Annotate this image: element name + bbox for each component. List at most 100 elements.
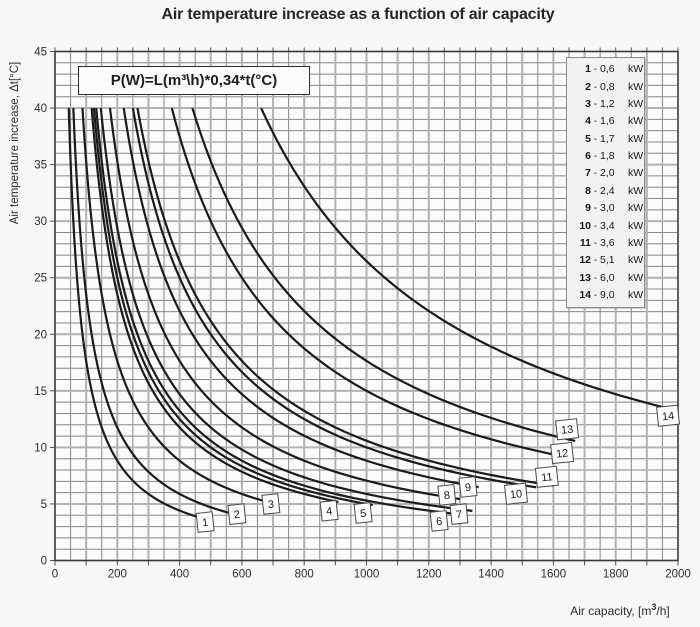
svg-text:20: 20	[34, 329, 47, 341]
curve-line-9	[122, 107, 479, 489]
legend-row-14: 14-9,0 kW	[573, 288, 643, 301]
legend-row-2: 2-0,8 kW	[573, 80, 643, 93]
legend-power-value: 3,4	[600, 219, 615, 232]
legend-dash: -	[593, 236, 598, 249]
legend-power-value: 3,6	[600, 236, 615, 249]
legend-power-unit: kW	[628, 132, 644, 145]
curve-label-box-10: 10	[504, 482, 529, 505]
legend-curve-number: 11	[579, 236, 591, 249]
legend-row-3: 3-1,2 kW	[573, 98, 643, 111]
curve-line-12	[170, 107, 571, 460]
svg-text:13: 13	[560, 424, 573, 437]
legend-power-value: 2,0	[600, 167, 615, 180]
legend-dash: -	[593, 288, 598, 301]
chart-title: Air temperature increase as a function o…	[161, 6, 555, 23]
curve-label-box-11: 11	[534, 465, 559, 488]
legend-curve-number: 4	[585, 115, 591, 128]
legend-dash: -	[593, 167, 598, 180]
curve-line-8	[108, 107, 461, 501]
legend-dash: -	[593, 115, 598, 128]
curve-label-box-5: 5	[353, 502, 373, 524]
svg-text:2000: 2000	[665, 569, 691, 581]
legend-power-unit: kW	[628, 271, 644, 284]
legend-power-value: 9,0	[600, 288, 615, 301]
x-tick-labels: 0 200 400 600 800 1000 1200 1400 1600 1800 2000	[52, 569, 691, 581]
legend-row-8: 8-2,4 kW	[573, 184, 643, 197]
x-axis-title-post: /h]	[656, 604, 670, 618]
y-axis-title: Air temperature increase, Δt[°C]	[9, 61, 21, 225]
legend-dash: -	[593, 150, 598, 163]
curve-label-box-1: 1	[195, 511, 215, 533]
legend-power-value: 1,8	[600, 150, 615, 163]
curve-label-box-14: 14	[656, 404, 681, 427]
svg-text:8: 8	[443, 490, 450, 503]
curve-label-box-2: 2	[227, 503, 247, 525]
svg-text:800: 800	[295, 569, 314, 581]
legend-dash: -	[593, 202, 598, 215]
legend-power-unit: kW	[628, 98, 644, 111]
legend-row-7: 7-2,0 kW	[573, 167, 643, 180]
curve-line-3	[81, 107, 278, 506]
curve-line-10	[131, 107, 537, 489]
curve-line-11	[136, 107, 554, 487]
svg-text:35: 35	[34, 160, 47, 172]
legend-dash: -	[593, 132, 598, 145]
legend-power-unit: kW	[628, 219, 644, 232]
legend-power-value: 6,0	[600, 271, 615, 284]
curve-label-box-6: 6	[429, 510, 449, 532]
legend-power-unit: kW	[628, 184, 644, 197]
curve-label-box-12: 12	[550, 441, 575, 465]
legend-power-unit: kW	[628, 254, 644, 267]
svg-text:1800: 1800	[603, 569, 629, 581]
curve-line-5	[92, 107, 373, 507]
curve-label-box-3: 3	[261, 493, 281, 515]
legend-row-6: 6-1,8 kW	[573, 150, 643, 163]
y-tick-labels: 0 5 10 15 20 25 30 35 40 45	[34, 47, 47, 568]
curve-label-box-4: 4	[319, 499, 339, 522]
legend-dash: -	[593, 63, 598, 76]
svg-text:9: 9	[464, 482, 471, 495]
svg-text:1: 1	[202, 517, 209, 530]
curve-label-box-13: 13	[555, 418, 580, 441]
legend-curve-number: 5	[585, 132, 591, 145]
legend-dash: -	[593, 254, 598, 267]
curve-line-7	[99, 107, 473, 512]
legend-power-value: 1,2	[600, 98, 615, 111]
legend-curve-number: 9	[585, 202, 591, 215]
svg-text:14: 14	[661, 410, 674, 423]
legend-curve-number: 10	[579, 219, 591, 232]
legend-curve-number: 1	[585, 63, 591, 76]
legend-curve-number: 7	[585, 167, 591, 180]
svg-text:10: 10	[509, 488, 522, 501]
legend-power-value: 0,8	[600, 80, 615, 93]
legend-dash: -	[593, 98, 598, 111]
legend-row-4: 4-1,6 kW	[573, 115, 643, 128]
legend-curve-number: 3	[585, 98, 591, 111]
legend-power-unit: kW	[628, 202, 644, 215]
legend-power-unit: kW	[628, 115, 644, 128]
curve-line-14	[260, 107, 666, 409]
legend-curve-number: 12	[579, 254, 591, 267]
legend-dash: -	[593, 271, 598, 284]
curves	[67, 107, 666, 523]
legend-dash: -	[593, 184, 598, 197]
svg-text:6: 6	[436, 516, 443, 529]
legend-power-unit: kW	[628, 288, 644, 301]
curve-line-4	[90, 107, 339, 504]
x-axis-title-pre: Air capacity, [m	[570, 604, 652, 618]
svg-text:25: 25	[34, 273, 47, 285]
legend-row-11: 11-3,6 kW	[573, 236, 643, 249]
svg-text:11: 11	[541, 471, 554, 484]
curve-line-1	[67, 108, 213, 523]
legend-row-5: 5-1,7 kW	[573, 132, 643, 145]
legend-power-unit: kW	[628, 236, 644, 249]
formula-box: P(W)=L(m³\h)*0,34*t(°C)	[78, 66, 310, 95]
legend-row-13: 13-6,0 kW	[573, 271, 643, 284]
legend-power-unit: kW	[628, 150, 644, 163]
curve-line-2	[72, 108, 246, 518]
svg-text:200: 200	[108, 569, 127, 581]
curve-label-box-8: 8	[437, 484, 457, 506]
x-axis-title-sup: 3	[651, 602, 657, 612]
plot-border	[54, 50, 679, 562]
svg-text:4: 4	[326, 505, 333, 518]
